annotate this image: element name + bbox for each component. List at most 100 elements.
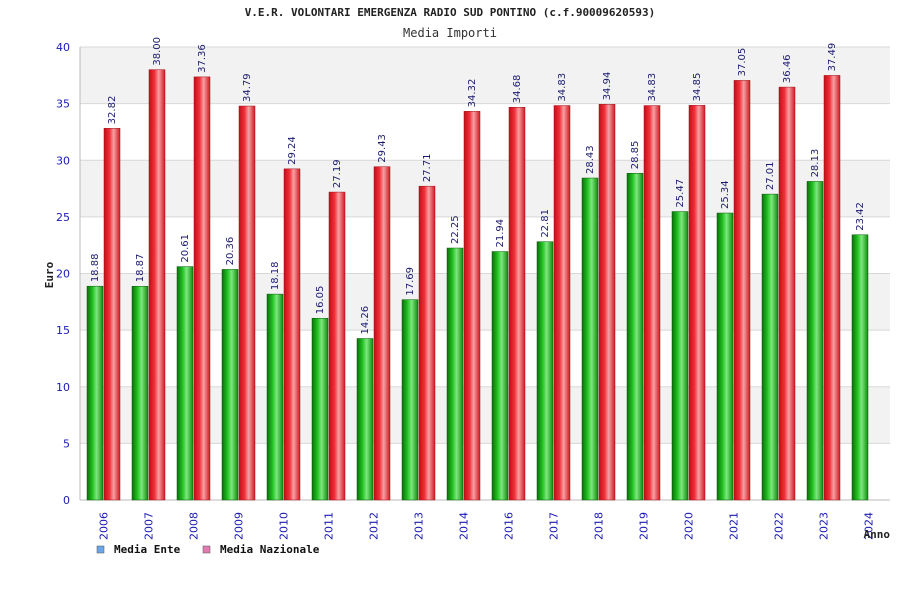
grid xyxy=(79,46,890,501)
chart-subtitle: Media Importi xyxy=(403,26,497,40)
value-labels: 18.88 32.82 18.87 38.00 20.61 37.36 20.36 34.79… xyxy=(90,37,866,334)
bar-media-ente xyxy=(671,211,689,501)
bar-value-label: 27.19 xyxy=(332,159,343,188)
bar-media-ente xyxy=(176,266,194,501)
bar-value-label: 14.26 xyxy=(360,306,371,335)
bar-media-ente xyxy=(86,285,104,501)
legend-swatch-media-ente xyxy=(96,545,105,554)
legend-label-media-ente: Media Ente xyxy=(114,543,181,556)
bar-media-nazionale xyxy=(418,185,436,501)
bar-media-ente xyxy=(806,181,824,501)
bar-value-label: 38.00 xyxy=(152,37,163,66)
bar-media-ente xyxy=(851,234,869,501)
bar-value-label: 29.24 xyxy=(287,136,298,165)
bar-media-ente xyxy=(221,269,239,501)
y-tick-label: 40 xyxy=(56,41,70,54)
bar-media-nazionale xyxy=(598,104,616,501)
bar-media-ente xyxy=(131,286,149,501)
x-tick-label: 2010 xyxy=(278,512,291,540)
bar-media-nazionale xyxy=(688,105,706,501)
bar-value-label: 37.49 xyxy=(827,43,838,72)
bar-media-ente xyxy=(266,293,284,501)
legend-swatch-media-nazionale xyxy=(202,545,211,554)
x-tick-label: 2017 xyxy=(548,512,561,540)
bar-media-nazionale xyxy=(778,86,796,501)
y-tick-label: 10 xyxy=(56,381,70,394)
legend: Media Ente Media Nazionale xyxy=(96,543,320,556)
y-axis-ticks: 0 5 10 15 20 25 30 35 40 xyxy=(56,41,70,507)
x-tick-label: 2012 xyxy=(368,512,381,540)
y-tick-label: 20 xyxy=(56,268,70,281)
grid-band xyxy=(80,103,890,161)
grid-band xyxy=(80,330,890,387)
x-tick-label: 2008 xyxy=(188,512,201,540)
grid-band xyxy=(80,386,890,444)
bar-media-nazionale xyxy=(103,128,121,501)
bar-value-label: 22.81 xyxy=(540,209,551,238)
bar-value-label: 18.18 xyxy=(270,261,281,290)
bar-value-label: 25.47 xyxy=(675,179,686,208)
x-axis-label: Anno xyxy=(864,528,891,541)
bar-value-label: 21.94 xyxy=(495,219,506,248)
x-tick-label: 2016 xyxy=(503,512,516,540)
bar-value-label: 20.36 xyxy=(225,237,236,266)
bar-media-nazionale xyxy=(238,105,256,501)
x-tick-label: 2023 xyxy=(818,512,831,540)
bar-media-ente xyxy=(626,173,644,501)
legend-label-media-nazionale: Media Nazionale xyxy=(220,543,320,556)
x-axis-ticks: 2006 2007 2008 2009 2010 2011 2012 2013 2014 2016… xyxy=(98,512,876,540)
grid-band xyxy=(80,160,890,217)
bar-value-label: 27.01 xyxy=(765,161,776,190)
bar-media-ente xyxy=(446,247,464,501)
bar-media-nazionale xyxy=(823,75,841,501)
bar-value-label: 34.32 xyxy=(467,79,478,108)
y-tick-label: 35 xyxy=(56,98,70,111)
bar-value-label: 28.85 xyxy=(630,141,641,170)
y-tick-label: 0 xyxy=(63,494,70,507)
grid-band xyxy=(80,273,890,331)
grid-band xyxy=(80,47,890,104)
y-tick-label: 5 xyxy=(63,437,70,450)
y-tick-label: 30 xyxy=(56,154,70,167)
bar-value-label: 28.43 xyxy=(585,145,596,174)
bar-value-label: 37.05 xyxy=(737,48,748,77)
bar-media-ente xyxy=(491,251,509,501)
bar-media-nazionale xyxy=(643,105,661,501)
x-tick-label: 2020 xyxy=(683,512,696,540)
x-tick-label: 2021 xyxy=(728,512,741,540)
x-tick-label: 2019 xyxy=(638,512,651,540)
bar-value-label: 28.13 xyxy=(810,149,821,178)
bar-value-label: 37.36 xyxy=(197,44,208,73)
bar-media-ente xyxy=(536,241,554,501)
bar-media-nazionale xyxy=(193,76,211,501)
x-tick-label: 2011 xyxy=(323,512,336,540)
bar-media-ente xyxy=(761,193,779,501)
bar-value-label: 34.79 xyxy=(242,73,253,102)
bar-media-nazionale xyxy=(508,106,526,501)
grid-band xyxy=(80,443,890,500)
y-axis-label: Euro xyxy=(43,261,56,288)
bar-media-ente xyxy=(716,212,734,501)
y-tick-label: 15 xyxy=(56,324,70,337)
x-tick-label: 2009 xyxy=(233,512,246,540)
bar-value-label: 34.83 xyxy=(647,73,658,102)
bar-media-nazionale xyxy=(463,111,481,501)
bar-media-nazionale xyxy=(328,191,346,501)
bar-value-label: 20.61 xyxy=(180,234,191,263)
bar-value-label: 29.43 xyxy=(377,134,388,163)
bar-media-nazionale xyxy=(733,80,751,501)
bar-media-ente xyxy=(356,338,374,501)
bar-value-label: 32.82 xyxy=(107,96,118,125)
bar-value-label: 17.69 xyxy=(405,267,416,296)
grid-band xyxy=(80,216,890,274)
bar-value-label: 18.87 xyxy=(135,254,146,283)
x-tick-label: 2007 xyxy=(143,512,156,540)
x-tick-label: 2014 xyxy=(458,512,471,540)
bar-value-label: 34.83 xyxy=(557,73,568,102)
bar-value-label: 36.46 xyxy=(782,54,793,83)
bar-media-nazionale xyxy=(148,69,166,501)
bar-media-ente xyxy=(311,317,329,501)
bar-value-label: 34.94 xyxy=(602,72,613,101)
